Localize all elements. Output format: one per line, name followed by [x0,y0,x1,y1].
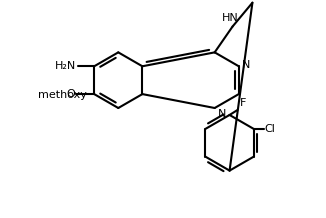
Text: F: F [240,98,246,108]
Text: N: N [242,60,250,70]
Text: Cl: Cl [265,124,275,134]
Text: methoxy: methoxy [38,90,87,100]
Text: HN: HN [222,13,239,22]
Text: H₂N: H₂N [55,61,76,71]
Text: O: O [67,89,75,99]
Text: N: N [218,109,226,119]
